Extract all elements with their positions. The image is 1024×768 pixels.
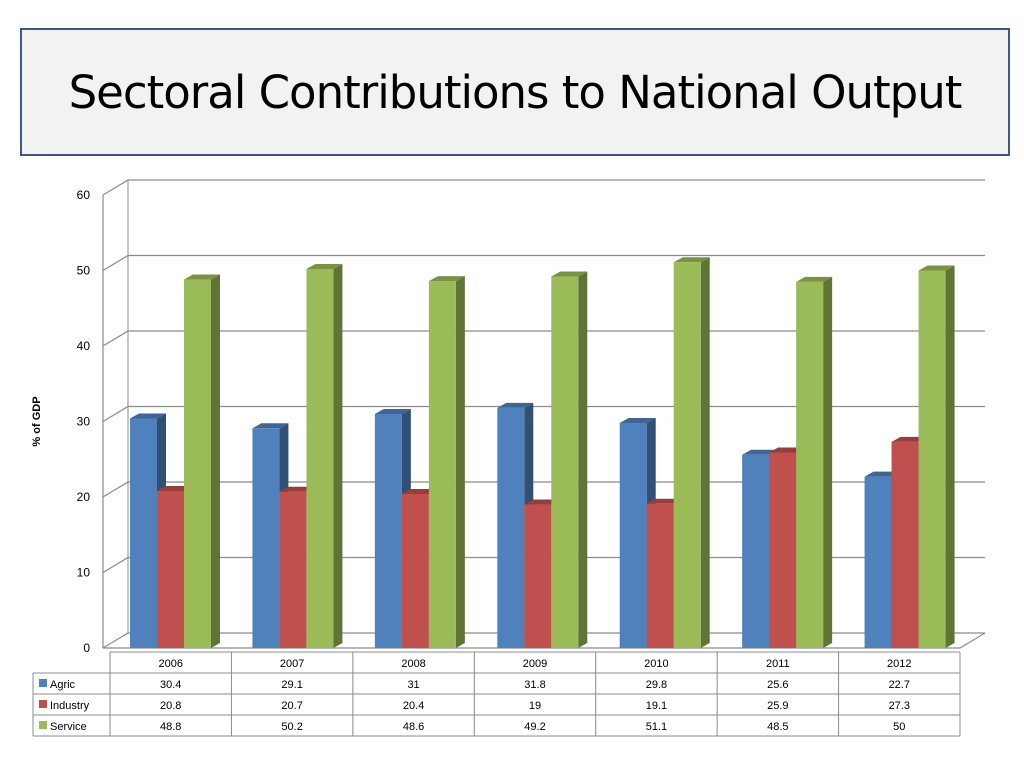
bar-agric [619, 423, 647, 648]
page-title: Sectoral Contributions to National Outpu… [68, 65, 963, 119]
data-label: 27.3 [889, 700, 910, 712]
legend-label: Service [50, 721, 87, 733]
bar-agric [864, 476, 892, 648]
title-box: Sectoral Contributions to National Outpu… [20, 28, 1010, 156]
data-label: 29.8 [646, 679, 667, 691]
bar-industry [401, 493, 429, 648]
bar-agric [497, 407, 525, 648]
bar-service [918, 270, 946, 648]
bar-top [374, 408, 411, 414]
bar-top [551, 271, 588, 277]
y-tick-label: 60 [77, 188, 91, 202]
gridline [102, 405, 985, 423]
data-label: 22.7 [889, 679, 910, 691]
legend-swatch [39, 700, 47, 708]
bar-service [796, 281, 824, 648]
data-label: 20.4 [403, 700, 424, 712]
bar-industry [157, 490, 184, 648]
bar-agric [252, 428, 280, 648]
bar-top [918, 265, 955, 271]
bar-side [578, 271, 588, 648]
data-label: 48.8 [160, 721, 181, 733]
x-tick-label: 2010 [644, 658, 668, 670]
bar-industry [524, 504, 552, 648]
data-label: 49.2 [524, 721, 545, 733]
gridline [102, 254, 985, 272]
bar-agric [742, 454, 770, 648]
bar-industry [646, 503, 674, 648]
bar-service [184, 279, 211, 648]
data-label: 20.7 [281, 700, 302, 712]
bar-top [673, 257, 710, 263]
legend-label: Industry [50, 700, 90, 712]
gridline [102, 481, 985, 498]
x-tick-label: 2012 [887, 658, 911, 670]
data-label: 29.1 [281, 679, 302, 691]
bar-service [673, 262, 701, 648]
bar-service [306, 268, 334, 648]
x-tick-label: 2009 [523, 658, 547, 670]
x-tick-label: 2006 [158, 658, 182, 670]
gridline [102, 330, 985, 347]
y-axis-title: % of GDP [31, 396, 43, 446]
y-tick-label: 0 [83, 641, 90, 655]
bar-industry [769, 452, 797, 648]
bar-side [823, 276, 833, 648]
x-tick-label: 2011 [766, 658, 790, 670]
data-label: 25.6 [767, 679, 788, 691]
bar-agric [374, 413, 402, 648]
y-tick-label: 40 [77, 339, 91, 353]
bar-side [211, 274, 220, 648]
y-tick-label: 30 [77, 415, 91, 429]
bar-service [551, 276, 579, 648]
bar-top [497, 402, 534, 408]
data-label: 25.9 [767, 700, 788, 712]
data-label: 20.8 [160, 700, 181, 712]
bar-side [945, 265, 955, 648]
y-tick-label: 50 [77, 264, 91, 278]
x-tick-label: 2007 [280, 658, 304, 670]
bar-agric [130, 418, 157, 648]
y-tick-label: 20 [77, 490, 91, 504]
bar-top [428, 276, 465, 282]
bar-side [700, 257, 710, 648]
bar-industry [279, 491, 307, 648]
bar-side [333, 263, 343, 648]
data-label: 50.2 [281, 721, 302, 733]
data-label: 51.1 [646, 721, 667, 733]
y-tick-label: 10 [77, 566, 91, 580]
bar-top [184, 274, 220, 280]
legend-swatch [39, 721, 47, 729]
data-label: 19 [529, 700, 541, 712]
bar-side [455, 276, 465, 648]
bar-industry [891, 441, 919, 648]
data-label: 48.5 [767, 721, 788, 733]
gridline [102, 179, 985, 196]
bar-top [130, 413, 166, 419]
x-tick-label: 2008 [401, 658, 425, 670]
bar-top [619, 418, 656, 424]
bar-service [428, 281, 456, 648]
data-label: 31.8 [524, 679, 545, 691]
legend-swatch [39, 679, 47, 687]
bar-top [306, 263, 343, 269]
data-label: 19.1 [646, 700, 667, 712]
data-label: 48.6 [403, 721, 424, 733]
bar-top [252, 423, 289, 429]
data-label: 30.4 [160, 679, 181, 691]
data-label: 31 [407, 679, 419, 691]
legend-label: Agric [50, 679, 76, 691]
bar-top [796, 276, 833, 282]
data-label: 50 [893, 721, 905, 733]
